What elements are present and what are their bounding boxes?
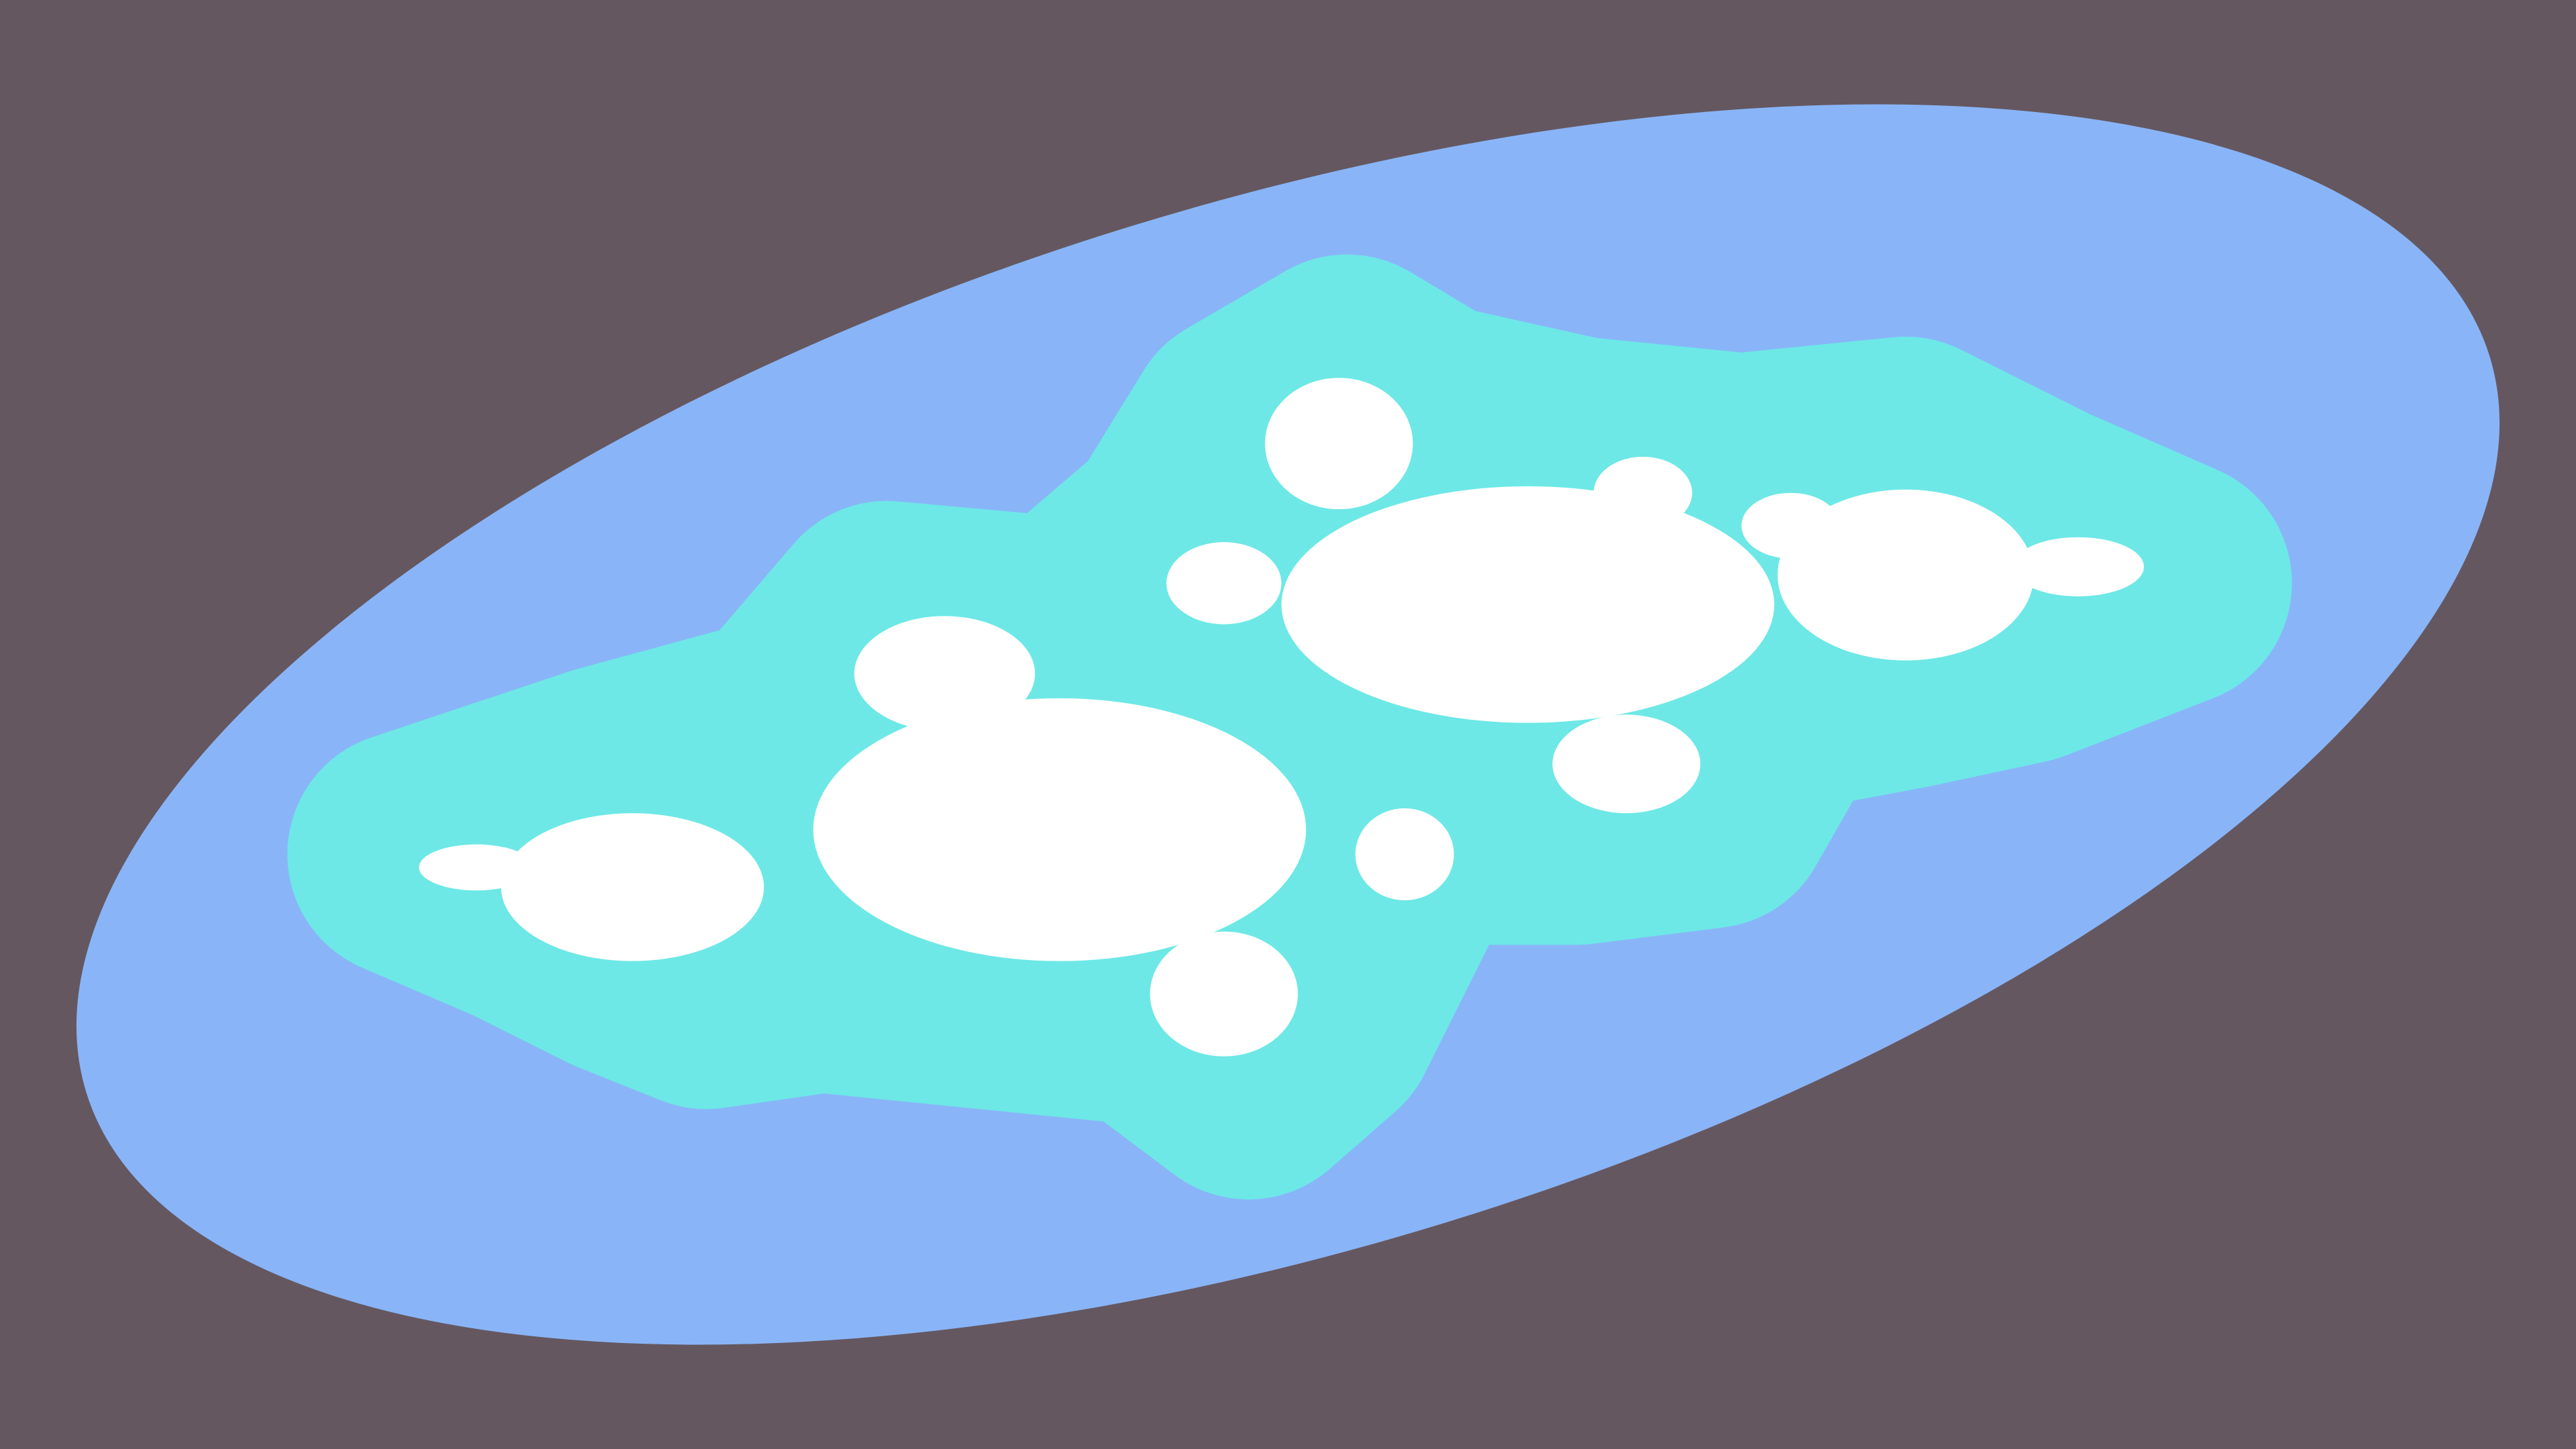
blob <box>813 698 1306 961</box>
blob <box>1150 931 1298 1057</box>
blob <box>1281 486 1774 723</box>
blob <box>419 844 534 891</box>
blob <box>1166 542 1282 625</box>
blob <box>1777 489 2034 661</box>
blob <box>1593 456 1693 529</box>
fractal-interior <box>419 378 2144 1057</box>
blob <box>1741 492 1840 559</box>
blob <box>500 813 764 961</box>
blob <box>1265 378 1413 510</box>
blob <box>1552 714 1701 814</box>
blob <box>2012 537 2144 596</box>
blob <box>854 616 1035 731</box>
blob <box>1355 808 1454 901</box>
